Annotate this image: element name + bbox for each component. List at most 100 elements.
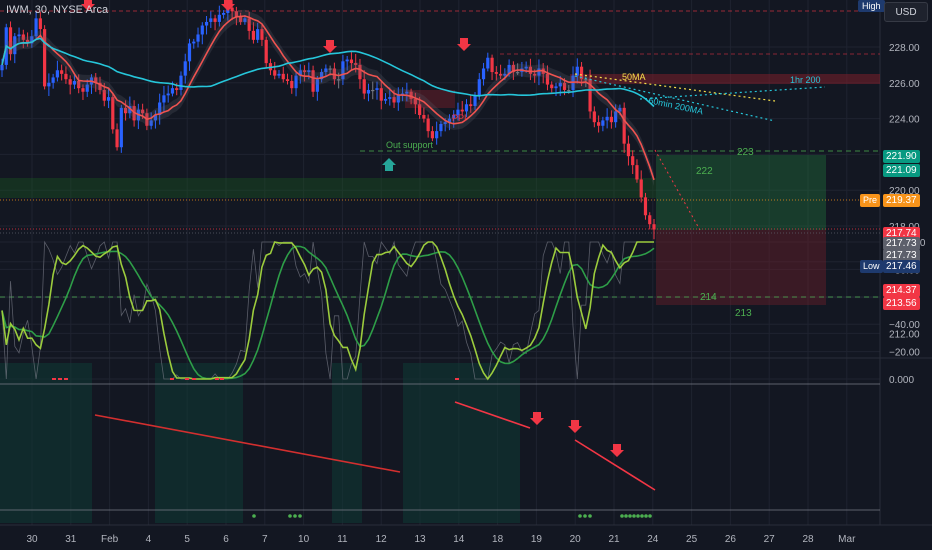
- ema-ribbon: [2, 9, 654, 187]
- candle-body: [55, 70, 59, 78]
- candle-body: [507, 64, 511, 74]
- candle-body: [588, 79, 592, 112]
- annotation-support: Out support: [386, 140, 434, 150]
- candle-body: [324, 68, 328, 73]
- candle-body: [622, 107, 626, 144]
- support-zone: [0, 178, 656, 198]
- price-label: 221.09: [883, 164, 920, 177]
- candle-body: [38, 18, 42, 30]
- candle-body: [456, 109, 460, 116]
- time-tick-label: 27: [764, 534, 776, 545]
- candle-body: [243, 18, 247, 22]
- oscillator-zone: [332, 363, 362, 523]
- sell-arrow-icon: [610, 444, 624, 457]
- candle-body: [34, 18, 38, 37]
- oscillator-overbought-mark: [185, 378, 189, 380]
- candle-body: [64, 73, 68, 80]
- symbol-title[interactable]: IWM, 30, NYSE Arca: [6, 4, 109, 16]
- divergence-line: [574, 439, 656, 491]
- candle-body: [294, 75, 298, 89]
- candle-body: [85, 84, 89, 92]
- candle-body: [43, 29, 47, 87]
- candle-body: [106, 97, 111, 101]
- candle-body: [256, 29, 260, 40]
- candle-body: [298, 70, 302, 76]
- currency-button[interactable]: USD: [884, 2, 928, 22]
- candle-body: [77, 81, 81, 89]
- candle-body: [175, 88, 179, 90]
- candle-body: [311, 70, 315, 92]
- candle-body: [494, 72, 498, 74]
- oscillator-overbought-mark: [58, 378, 62, 380]
- price-label-prefix: Low: [860, 260, 883, 273]
- candle-body: [511, 64, 515, 73]
- candle-body: [409, 91, 413, 99]
- candle-body: [597, 122, 601, 126]
- time-tick-label: Feb: [101, 534, 119, 545]
- candle-body: [264, 39, 268, 64]
- candle-body: [260, 29, 264, 40]
- candle-body: [328, 68, 332, 70]
- oscillator-overbought-mark: [170, 378, 174, 380]
- candle-body: [631, 156, 635, 166]
- divergence-line: [94, 414, 401, 473]
- oscillator-signal-dot: [636, 514, 640, 518]
- high-price-tag: High: [858, 0, 885, 12]
- time-tick-label: 10: [298, 534, 310, 545]
- resistance-band: [570, 74, 880, 84]
- candle-body: [17, 34, 21, 37]
- candle-body: [473, 95, 477, 107]
- price-label: 214.37: [883, 284, 920, 297]
- oscillator-signal-dot: [632, 514, 636, 518]
- candle-body: [349, 59, 354, 64]
- sell-arrow-icon: [568, 420, 582, 433]
- candle-body: [439, 123, 443, 132]
- oscillator-signal-dot: [640, 514, 644, 518]
- candle-body: [648, 215, 652, 225]
- candle-body: [320, 72, 324, 80]
- projection-50ma: [574, 73, 776, 102]
- candle-body: [81, 88, 85, 92]
- oscillator-signal-dot: [578, 514, 582, 518]
- candle-body: [422, 115, 426, 119]
- projection-down: [654, 149, 701, 231]
- candle-body: [315, 79, 319, 92]
- candle-body: [639, 179, 643, 198]
- time-tick-label: 28: [802, 534, 814, 545]
- candle-body: [418, 104, 422, 116]
- time-tick-label: 31: [65, 534, 77, 545]
- candle-body: [119, 107, 123, 148]
- candle-body: [388, 97, 392, 99]
- candle-body: [481, 68, 486, 80]
- candle-body: [141, 109, 145, 114]
- candle-body: [354, 63, 358, 65]
- candle-body: [545, 73, 550, 85]
- candle-body: [503, 73, 507, 76]
- stop-zone: [656, 230, 826, 305]
- price-tick-label: 226.00: [889, 79, 920, 90]
- candle-body: [221, 12, 226, 15]
- oscillator-overbought-mark: [64, 378, 68, 380]
- candle-body: [537, 68, 541, 76]
- annotation-target-222: 222: [696, 166, 713, 177]
- candle-body: [47, 82, 51, 87]
- oscillator-zone: [403, 363, 520, 523]
- candle-body: [51, 77, 55, 83]
- candle-body: [528, 66, 533, 74]
- candle-body: [533, 73, 537, 76]
- sell-arrow-icon: [81, 0, 95, 11]
- candle-body: [213, 18, 217, 22]
- candle-body: [239, 16, 243, 22]
- price-label: 221.90: [883, 150, 920, 163]
- price-label: 217.46: [883, 260, 920, 273]
- candle-body: [579, 66, 584, 80]
- candle-body: [115, 129, 119, 148]
- oscillator-signal-dot: [252, 514, 256, 518]
- candle-body: [558, 82, 562, 87]
- time-tick-label: 24: [647, 534, 659, 545]
- candle-body: [200, 25, 204, 35]
- candle-body: [30, 36, 34, 44]
- candle-body: [307, 70, 311, 73]
- annotation-1hr-200: 1hr 200: [790, 75, 821, 85]
